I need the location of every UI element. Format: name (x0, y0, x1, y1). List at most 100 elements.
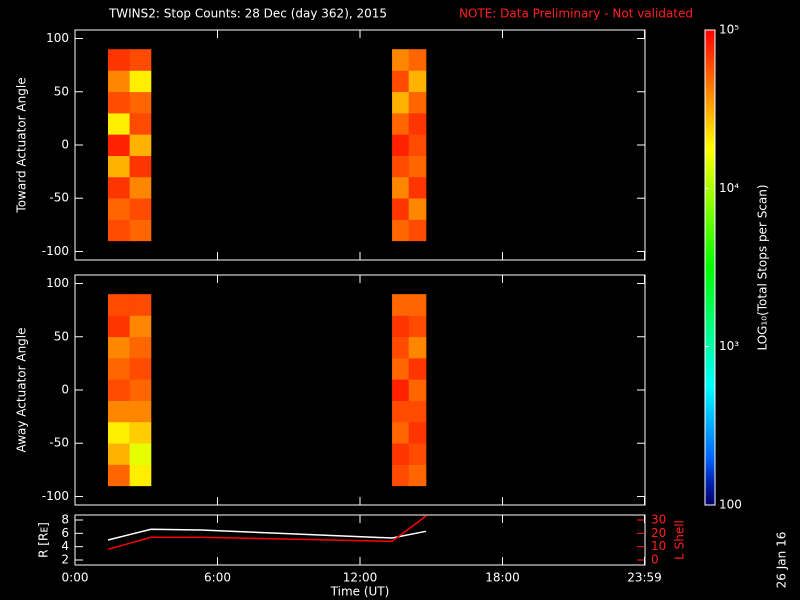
y-tick-label: -100 (42, 244, 69, 258)
heatmap-cell (392, 294, 409, 316)
heatmap-cell (392, 155, 409, 178)
heatmap-cell (408, 113, 427, 135)
heatmap-cell (108, 155, 130, 178)
heatmap-cell (408, 134, 427, 156)
heatmap-cell (129, 315, 152, 338)
y-tick-label: 2 (61, 553, 69, 567)
heatmap-cell (108, 49, 130, 71)
y-tick-label: 0 (61, 383, 69, 397)
y-axis-label: Away Actuator Angle (15, 327, 29, 452)
heatmap-cell (108, 113, 130, 135)
heatmap-cell (392, 315, 409, 338)
heatmap-cell (408, 219, 427, 242)
y2-tick-label: 0 (651, 553, 659, 567)
heatmap-cell (408, 400, 427, 423)
y2-axis-label: L Shell (673, 520, 687, 560)
heatmap-cell (129, 443, 152, 465)
heatmap-cell (108, 379, 130, 401)
y2-tick-label: 30 (651, 513, 666, 527)
colorbar-tick-label: 10⁴ (719, 181, 739, 195)
heatmap-cell (408, 358, 427, 380)
y2-tick-label: 20 (651, 526, 666, 540)
x-tick-label: 23:59 (627, 571, 662, 585)
heatmap-cell (129, 294, 152, 316)
heatmap-cell (408, 315, 427, 338)
chart-note: NOTE: Data Preliminary - Not validated (459, 7, 693, 21)
heatmap-cell (108, 134, 130, 156)
heatmap-cell (392, 49, 409, 71)
heatmap-cell (108, 198, 130, 220)
heatmap-cell (392, 176, 409, 199)
heatmap-cell (408, 443, 427, 465)
heatmap-cell (392, 91, 409, 114)
heatmap-cell (129, 155, 152, 178)
y-axis-label: Toward Actuator Angle (15, 77, 29, 213)
y-tick-label: 8 (61, 513, 69, 527)
y-tick-label: 50 (54, 84, 69, 98)
heatmap-cell (408, 198, 427, 220)
heatmap-cell (392, 421, 409, 444)
heatmap-cell (392, 198, 409, 220)
heatmap-cell (392, 464, 409, 487)
heatmap-cell (108, 294, 130, 316)
x-tick-label: 0:00 (62, 571, 89, 585)
y-tick-label: 0 (61, 138, 69, 152)
heatmap-cell (108, 315, 130, 338)
heatmap-cell (408, 155, 427, 178)
chart-title: TWINS2: Stop Counts: 28 Dec (day 362), 2… (108, 7, 387, 21)
heatmap-cell (108, 336, 130, 359)
heatmap-cell (129, 91, 152, 114)
heatmap-cell (108, 358, 130, 380)
heatmap-cell (392, 70, 409, 93)
heatmap-cell (108, 219, 130, 242)
x-axis-label: Time (UT) (330, 585, 390, 599)
heatmap-cell (129, 198, 152, 220)
heatmap-cell (408, 70, 427, 93)
heatmap-cell (392, 113, 409, 135)
heatmap-cell (129, 358, 152, 380)
heatmap-cell (108, 443, 130, 465)
colorbar (704, 29, 716, 506)
y-axis-label: R [Rᴇ] (37, 522, 51, 558)
heatmap-cell (129, 379, 152, 401)
heatmap-cell (129, 134, 152, 156)
y-tick-label: 6 (61, 526, 69, 540)
series-line (107, 515, 427, 551)
x-tick-label: 12:00 (343, 571, 378, 585)
heatmap-cell (392, 400, 409, 423)
y-tick-label: 4 (61, 539, 69, 553)
y-tick-label: 50 (54, 329, 69, 343)
heatmap-cell (129, 400, 152, 423)
heatmap-cell (129, 49, 152, 71)
heatmap-cell (108, 400, 130, 423)
heatmap-cell (129, 176, 152, 199)
plot-frame (74, 274, 646, 506)
heatmap-cell (108, 91, 130, 114)
heatmap-cell (108, 176, 130, 199)
heatmap-cell (408, 464, 427, 487)
heatmap-cell (129, 464, 152, 487)
heatmap-cell (129, 336, 152, 359)
heatmap-cell (392, 336, 409, 359)
heatmap-cell (129, 421, 152, 444)
heatmap-cell (108, 70, 130, 93)
colorbar-tick-label: 100 (719, 498, 742, 512)
colorbar-tick-label: 10³ (719, 339, 739, 353)
heatmap-cell (392, 219, 409, 242)
series-line (107, 528, 427, 541)
heatmap-cell (408, 176, 427, 199)
date-stamp: 26 Jan 16 (775, 532, 789, 589)
heatmap-cell (392, 134, 409, 156)
heatmap-cell (408, 91, 427, 114)
x-tick-label: 6:00 (204, 571, 231, 585)
x-tick-label: 18:00 (485, 571, 520, 585)
heatmap-cell (129, 113, 152, 135)
y-tick-label: -50 (49, 191, 69, 205)
heatmap-cell (129, 219, 152, 242)
heatmap-cell (408, 336, 427, 359)
heatmap-cell (108, 464, 130, 487)
heatmap-cell (108, 421, 130, 444)
heatmap-cell (408, 379, 427, 401)
